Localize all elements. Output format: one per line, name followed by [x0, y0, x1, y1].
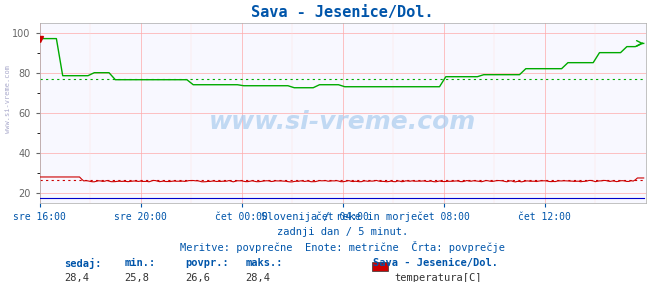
Text: zadnji dan / 5 minut.: zadnji dan / 5 minut.	[277, 226, 409, 237]
Text: min.:: min.:	[125, 258, 156, 268]
FancyBboxPatch shape	[372, 279, 387, 282]
Text: sedaj:: sedaj:	[64, 258, 101, 269]
Text: 28,4: 28,4	[246, 273, 271, 282]
Text: www.si-vreme.com: www.si-vreme.com	[5, 65, 11, 133]
Text: 26,6: 26,6	[185, 273, 210, 282]
Text: 25,8: 25,8	[125, 273, 150, 282]
Text: Sava - Jesenice/Dol.: Sava - Jesenice/Dol.	[373, 258, 498, 268]
FancyBboxPatch shape	[372, 263, 387, 271]
Text: Slovenija / reke in morje.: Slovenija / reke in morje.	[262, 212, 424, 222]
Text: maks.:: maks.:	[246, 258, 283, 268]
Text: Meritve: povprečne  Enote: metrične  Črta: povprečje: Meritve: povprečne Enote: metrične Črta:…	[180, 241, 505, 253]
Title: Sava - Jesenice/Dol.: Sava - Jesenice/Dol.	[252, 5, 434, 20]
Text: www.si-vreme.com: www.si-vreme.com	[209, 110, 476, 134]
Text: povpr.:: povpr.:	[185, 258, 229, 268]
Text: 28,4: 28,4	[64, 273, 89, 282]
Text: temperatura[C]: temperatura[C]	[394, 273, 482, 282]
